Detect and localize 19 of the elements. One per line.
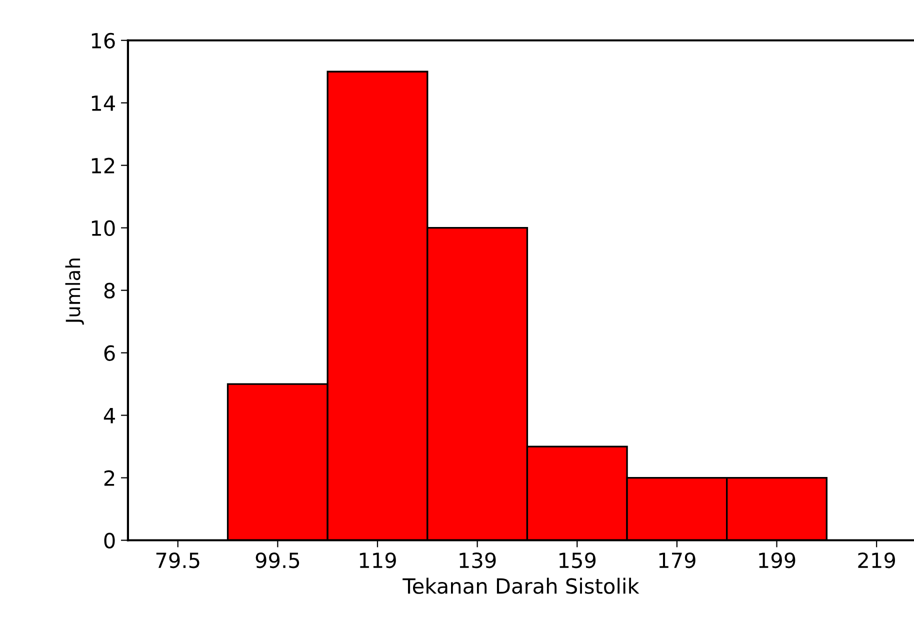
y-tick-label: 16 [92,32,115,49]
x-tick-label: 139 [460,552,496,568]
y-axis-title: Jumlah [65,258,84,325]
x-tick-label: 159 [560,552,596,568]
x-tick-label: 119 [360,552,396,568]
y-tick-label: 14 [92,96,115,111]
x-tick-label: 79.5 [156,552,200,568]
x-axis-title: Tekanan Darah Sistolik [402,578,640,594]
y-tick-label: 6 [104,345,115,362]
x-tick-label: 179 [659,552,696,568]
y-tick-label: 4 [104,408,115,424]
x-tick-label: 99.5 [256,552,300,568]
x-tick-label: 199 [759,552,796,568]
y-tick-label: 0 [104,532,115,548]
y-tick-label: 2 [104,470,114,486]
y-tick-label: 10 [92,220,115,236]
y-tick-label: 8 [104,282,115,299]
y-tick-label: 12 [92,158,114,174]
x-tick-label: 219 [858,552,895,568]
